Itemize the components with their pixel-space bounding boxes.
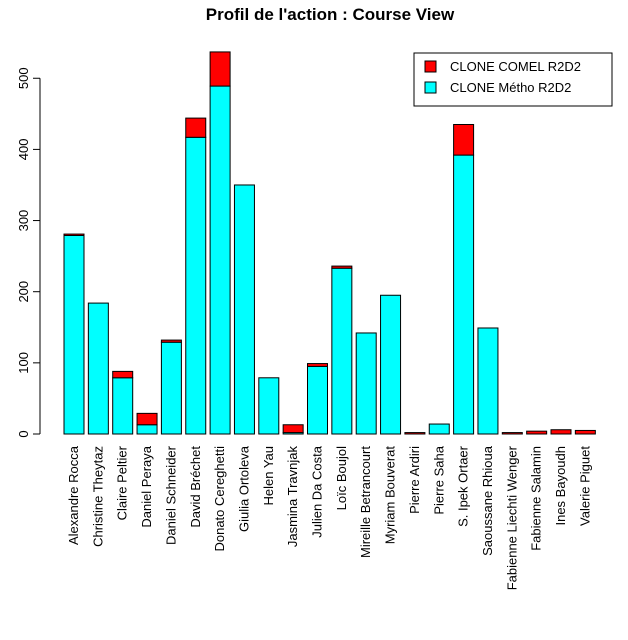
bar-comel [501,432,523,435]
bar-comel [307,363,328,367]
bar-metho [307,365,328,435]
legend-swatch [424,60,437,73]
legend-box [413,52,613,107]
category-label: Pierre Saha [431,445,446,514]
category-label: Loïc Boujol [334,446,349,510]
bar-metho [453,154,475,435]
category-label: Giulia Ortoleva [236,445,251,532]
legend-swatch [424,81,437,94]
bar-comel [209,51,231,87]
category-label: S. Ipek Ortaer [456,445,471,527]
category-label: Helen Yau [261,446,276,506]
bar-metho [355,332,377,435]
bar-comel [112,370,134,379]
bar-metho [160,341,182,435]
bar-metho [136,424,158,435]
bar-comel [550,429,572,435]
y-tick-label: 300 [16,210,31,232]
category-label: Daniel Peraya [139,445,154,527]
legend-label: CLONE Métho R2D2 [450,80,571,95]
chart-title: Profil de l'action : Course View [206,5,455,24]
category-label: Mireille Betrancourt [358,446,373,558]
bar-metho [87,302,109,435]
y-tick-label: 100 [16,352,31,374]
category-label: Valerie Piguet [577,446,592,526]
category-label: Christine Theytaz [90,446,105,547]
category-label: Saoussane Rhioua [480,445,495,556]
category-label: Donato Cereghetti [212,446,227,552]
bar-metho [233,184,255,435]
bar-comel [136,412,158,426]
bar-metho [209,85,231,435]
legend: CLONE COMEL R2D2 CLONE Métho R2D2 [413,52,613,107]
bar-metho [380,294,402,435]
category-label: Claire Peltier [115,445,130,520]
bar-metho [477,327,499,435]
bar-comel [453,123,475,156]
y-tick-label: 200 [16,281,31,303]
bar-comel [526,430,548,435]
bar-metho [331,267,353,435]
y-tick-label: 0 [16,430,31,437]
category-label: David Bréchet [188,446,203,528]
bar-metho [258,377,280,435]
bar-comel [282,424,304,434]
bar-metho [112,377,134,435]
x-axis-labels: Alexandre Rocca Christine Theytaz Claire P… [66,445,592,590]
bar-metho [63,234,85,435]
category-label: Julien Da Costa [310,445,325,538]
legend-label: CLONE COMEL R2D2 [450,59,581,74]
bar-comel [331,265,353,269]
bar-comel [185,117,207,138]
category-label: Fabienne Salamin [529,446,544,551]
category-label: Daniel Schneider [163,445,178,545]
bar-metho [185,136,207,435]
bar-metho [428,423,450,435]
category-label: Pierre Ardiri [407,446,422,514]
y-tick-label: 500 [16,67,31,89]
category-label: Jasmina Travnjak [285,446,300,548]
category-label: Alexandre Rocca [66,445,81,545]
y-tick-label: 400 [16,139,31,161]
category-label: Myriam Bouverat [383,446,398,545]
bar-comel [404,432,426,435]
bar-comel [574,429,596,435]
category-label: Ines Bayoudh [553,446,568,526]
bars-group [63,51,596,435]
category-label: Fabienne Liechti Wenger [504,445,519,590]
bar-comel [63,233,85,236]
bar-comel [160,339,182,343]
y-axis: 0 100 200 300 400 500 [16,67,41,438]
